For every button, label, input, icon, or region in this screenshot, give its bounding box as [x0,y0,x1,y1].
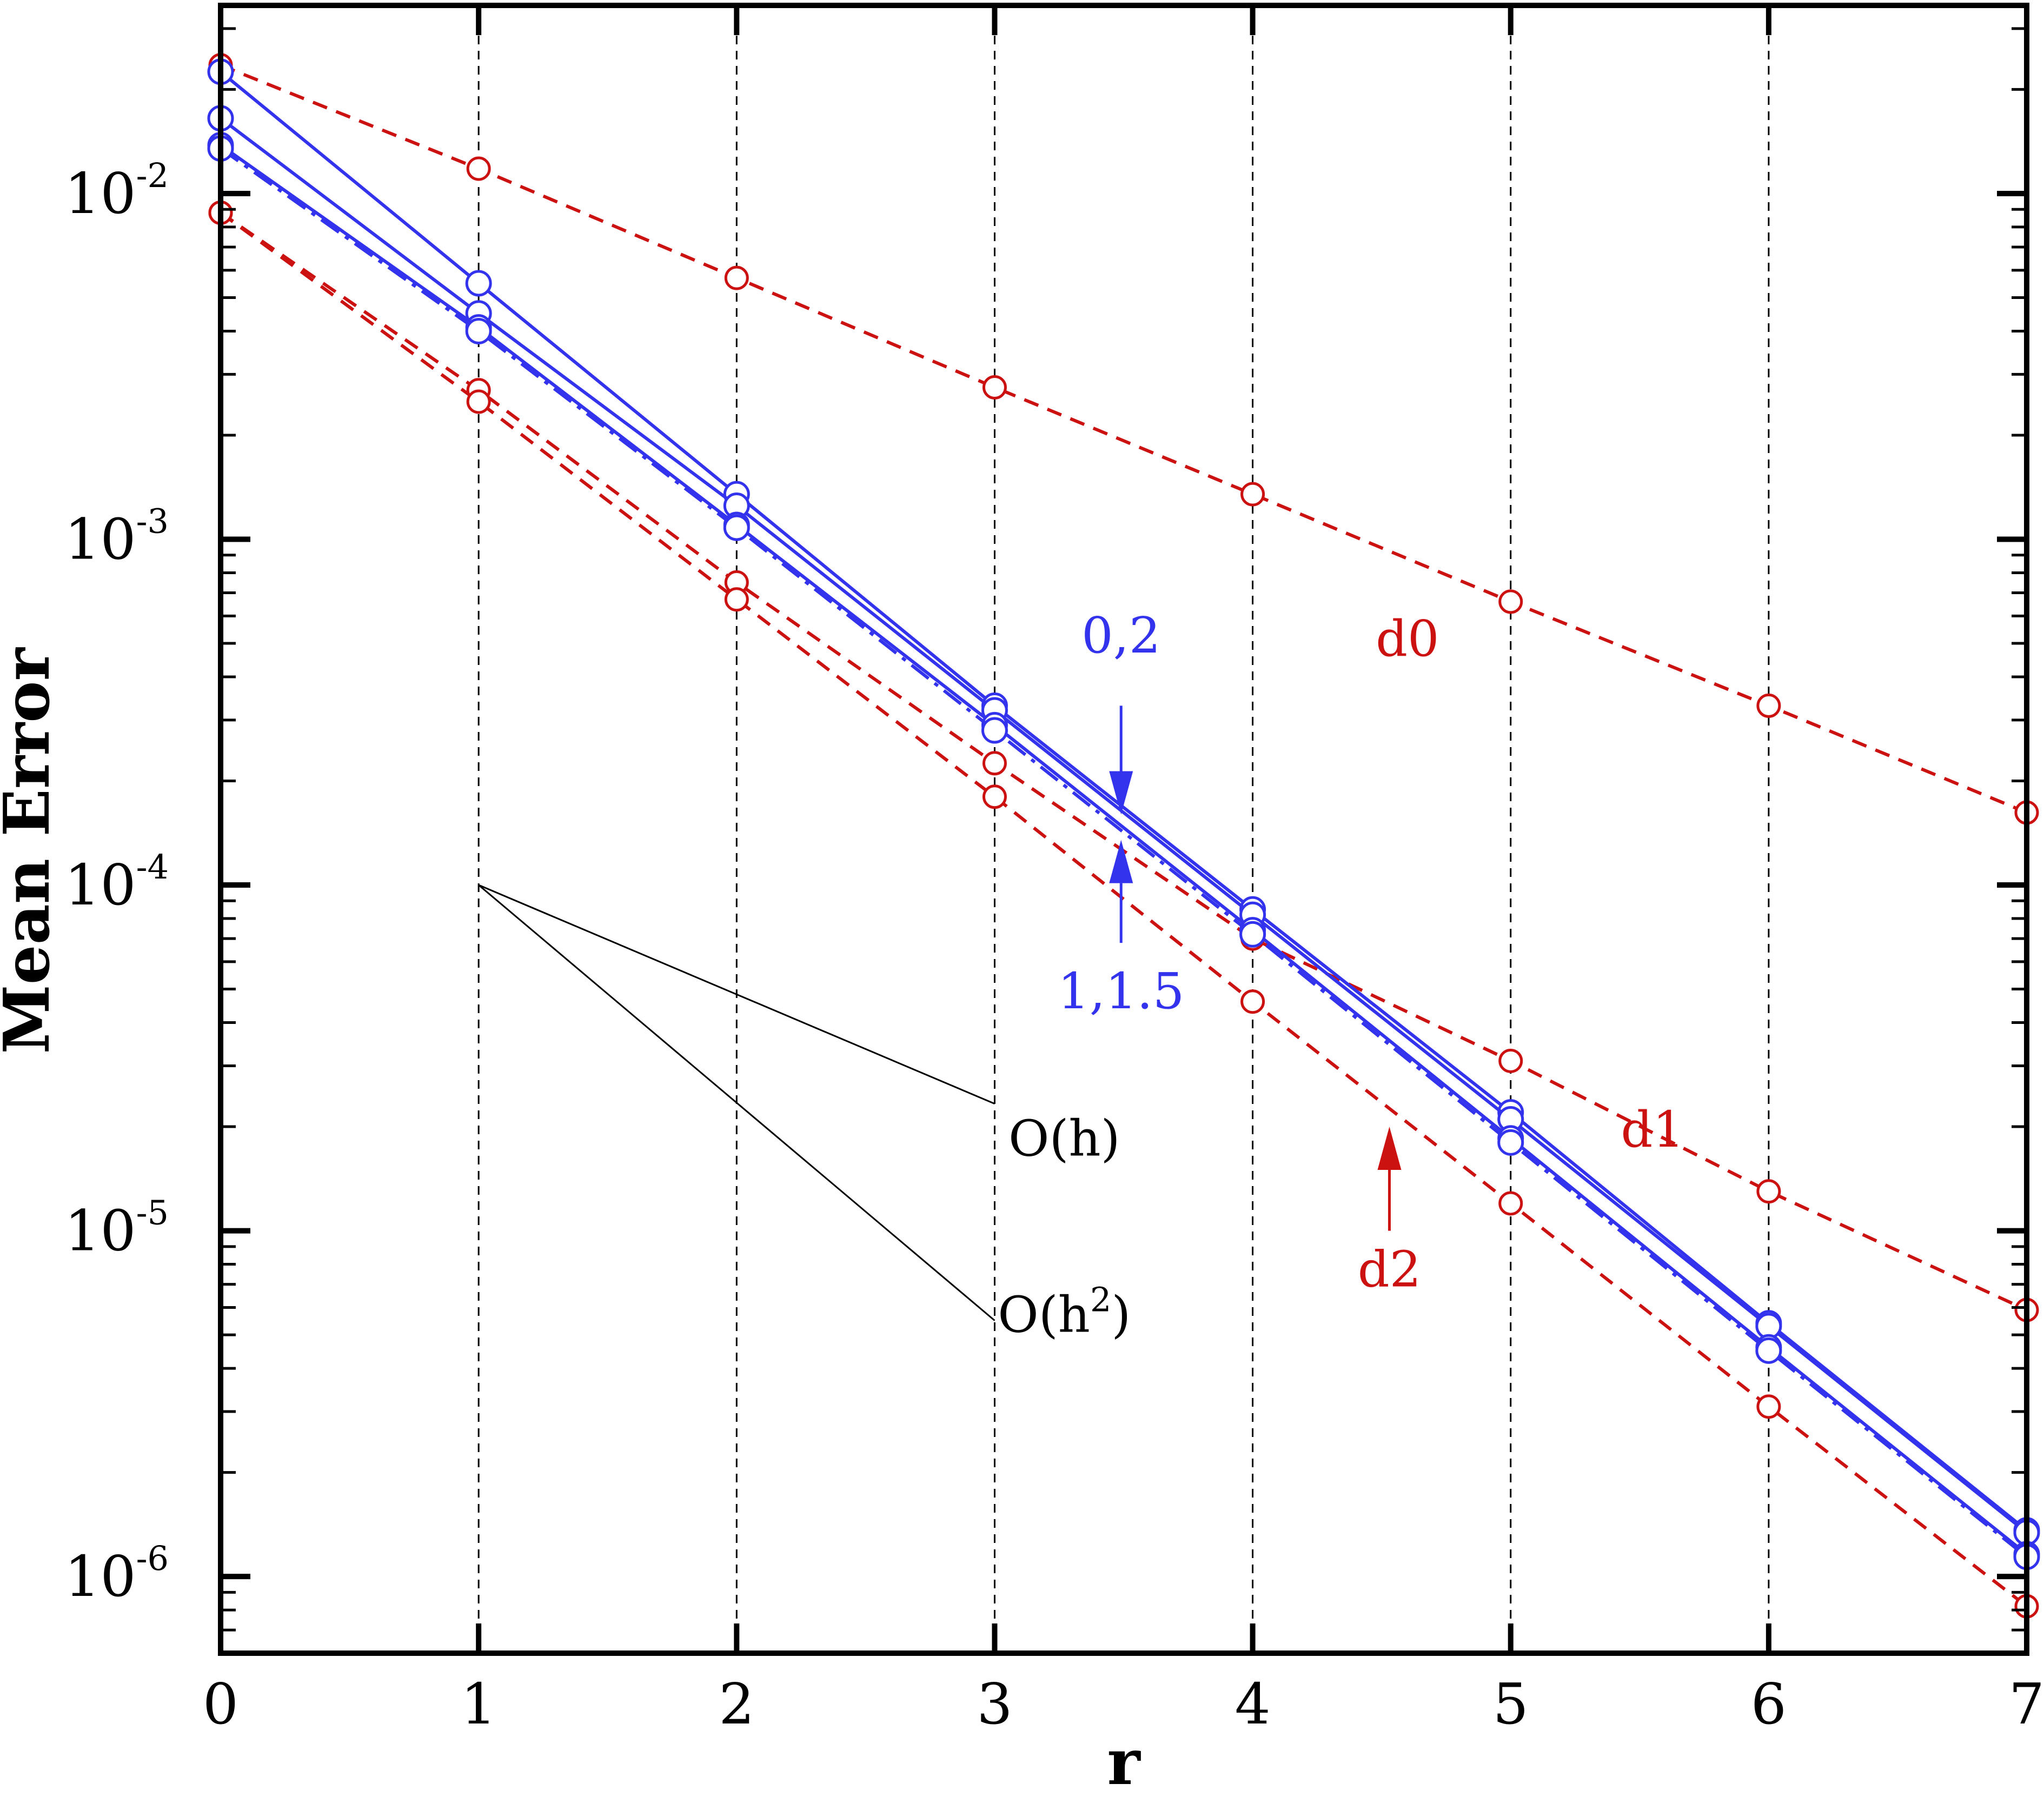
data-point [1497,1129,1524,1156]
data-point [981,717,1008,744]
y-tick-label: 10-5 [64,1193,169,1264]
series-line [220,144,2028,1556]
data-point [1498,1191,1523,1216]
data-point [1756,1179,1781,1204]
data-point [1756,693,1781,718]
data-point [1239,921,1266,948]
series-layer [207,53,2040,1619]
series-line [220,70,2028,1532]
data-point [1498,1048,1523,1073]
data-point [1756,1394,1781,1419]
annotation-label: d2 [1358,1241,1421,1299]
data-point [723,514,750,541]
data-point [1498,589,1523,614]
x-tick-label: 2 [719,1671,754,1737]
series-line [220,147,2028,1559]
data-point [466,156,491,181]
x-axis-title: r [1107,1726,1141,1797]
x-tick-label: 0 [203,1671,238,1737]
arrow-head [1377,1127,1402,1170]
series-line [220,211,2028,1608]
data-point [982,375,1007,400]
reference-slope-line [478,884,996,1321]
plot-frame [218,3,2029,1656]
x-tick-label: 7 [2009,1671,2044,1737]
plot-border [218,3,2029,1656]
series-line [220,211,2028,1312]
x-tick-label: 3 [977,1671,1012,1737]
series-line [220,117,2028,1534]
data-point [465,317,492,344]
series-line [220,63,2028,814]
annotation-label: d1 [1621,1101,1684,1159]
annotation-label: d0 [1376,610,1439,668]
x-tick-label: 4 [1235,1671,1270,1737]
reference-lines [478,884,996,1321]
axis-ticks: 0 1 2 3 4 5 6 7 10-2 10-3 10-4 10-5 10-6 [64,5,2044,1737]
data-point [466,389,491,414]
annotation-label: 0,2 [1081,607,1160,664]
data-point [1240,989,1265,1014]
y-axis-title: Mean Error [0,647,64,1054]
data-point [465,270,492,297]
arrow-head [1109,771,1133,815]
x-tick-label: 6 [1751,1671,1787,1737]
y-tick-label: 10-3 [64,501,169,572]
data-point [1755,1337,1782,1364]
data-point [724,587,749,612]
annotation-label: O(h) [1008,1109,1120,1167]
y-tick-label: 10-2 [64,156,169,227]
reference-slope-line [478,884,996,1105]
y-tick-label: 10-6 [64,1539,169,1609]
arrow-head [1109,840,1133,883]
annotation-arrows [1109,706,1402,1231]
data-point [982,751,1007,776]
x-tick-label: 1 [461,1671,496,1737]
y-tick-label: 10-4 [64,847,169,918]
data-point [982,784,1007,809]
annotation-label: 1,1.5 [1058,962,1184,1020]
x-tick-label: 5 [1493,1671,1529,1737]
data-point [1240,482,1265,507]
annotation-label: O(h2) [998,1280,1131,1344]
annotations: d0 d1 d2 0,2 1,1.5 O(h) O(h2) [998,607,1684,1343]
data-point [724,265,749,290]
